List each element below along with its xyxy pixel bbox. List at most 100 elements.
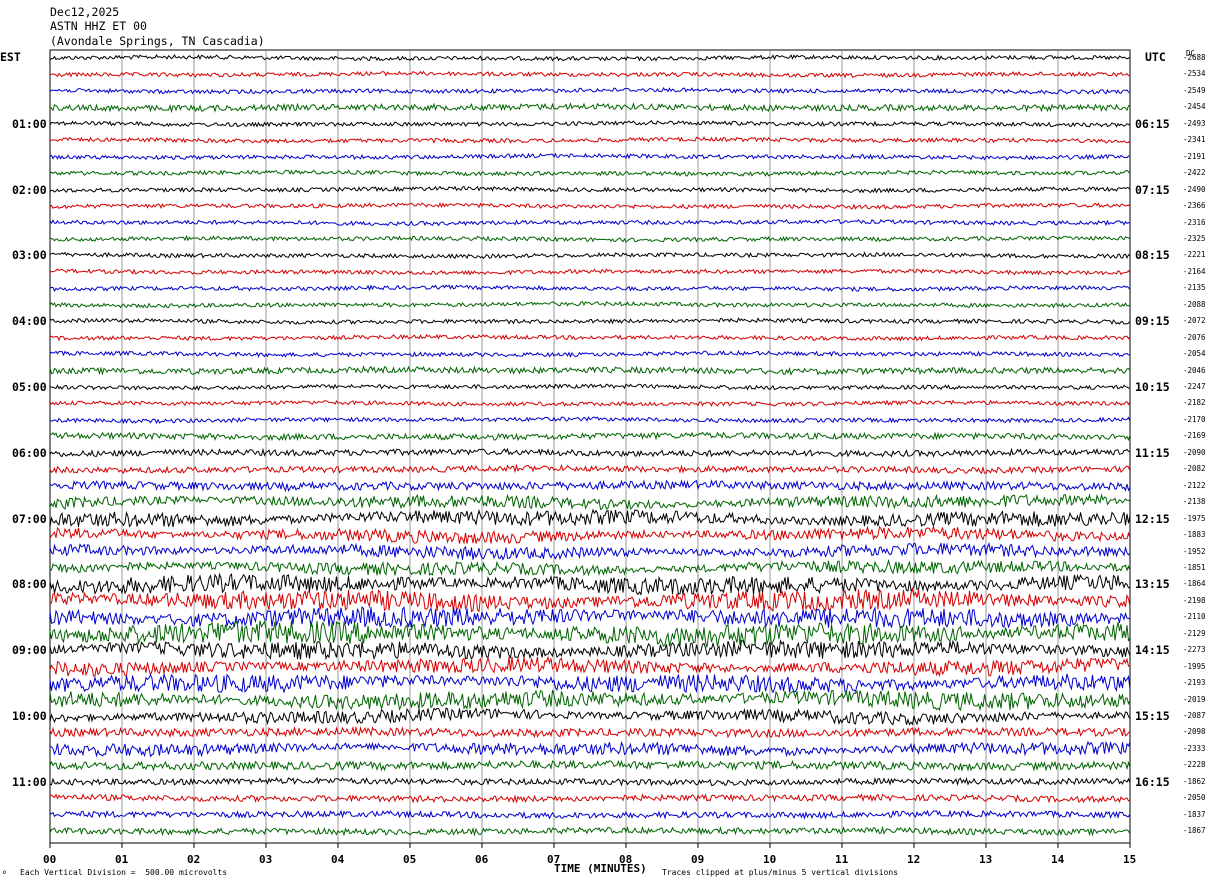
seismic-trace: [49, 120, 1131, 128]
dc-offset-label: -2549: [1183, 85, 1206, 95]
dc-offset-label: -2072: [1183, 316, 1206, 326]
right-time-label: 13:15: [1135, 577, 1170, 592]
dc-offset-label: -2076: [1183, 332, 1206, 342]
footer-mark: ⌕: [2, 868, 7, 877]
dc-offset-label: -2019: [1183, 694, 1206, 704]
seismic-trace: [49, 152, 1131, 161]
seismic-trace: [49, 383, 1131, 392]
x-tick-label: 09: [691, 853, 705, 866]
x-tick-label: 00: [43, 853, 57, 866]
left-time-label: 02:00: [12, 182, 47, 197]
right-time-label: 06:15: [1135, 116, 1170, 131]
footer-clip-note: Traces clipped at plus/minus 5 vertical …: [662, 868, 899, 877]
dc-offset-label: -1862: [1183, 776, 1206, 786]
seismic-trace: [49, 136, 1131, 144]
dc-offset-label: -2088: [1183, 299, 1206, 309]
seismic-trace: [49, 365, 1131, 376]
seismic-trace: [49, 605, 1131, 629]
seismic-trace: [49, 493, 1131, 511]
left-time-label: 03:00: [12, 248, 47, 263]
x-tick-label: 07: [547, 853, 561, 866]
x-tick-label: 06: [475, 853, 489, 866]
dc-offset-label: -2050: [1183, 793, 1206, 803]
dc-offset-label: -2191: [1183, 151, 1206, 161]
dc-offset-label: -1975: [1183, 513, 1206, 523]
seismic-trace: [49, 201, 1131, 210]
dc-offset-label: -1952: [1183, 546, 1206, 556]
seismic-trace: [49, 234, 1131, 243]
dc-offset-label: -1864: [1183, 579, 1206, 589]
seismic-trace: [49, 809, 1131, 820]
dc-offset-label: -2490: [1183, 184, 1206, 194]
dc-offset-label: -2046: [1183, 365, 1206, 375]
right-time-label: 12:15: [1135, 511, 1170, 526]
seismic-trace: [49, 333, 1131, 342]
dc-offset-label: -2164: [1183, 266, 1206, 276]
dc-offset-label: -2422: [1183, 168, 1206, 178]
dc-offset-label: -1883: [1183, 530, 1206, 540]
right-time-label: 09:15: [1135, 314, 1170, 329]
left-time-label: 10:00: [12, 709, 47, 723]
seismic-trace: [49, 218, 1131, 227]
seismic-trace: [49, 54, 1131, 62]
plot-date: Dec12,2025: [50, 5, 120, 19]
seismic-trace: [49, 655, 1131, 678]
dc-offset-label: -2325: [1183, 233, 1206, 243]
seismic-trace: [49, 284, 1131, 293]
right-time-label: 14:15: [1135, 643, 1170, 658]
dc-offset-label: -2534: [1183, 69, 1206, 79]
left-time-label: 08:00: [12, 577, 47, 592]
dc-offset-label: -2135: [1183, 283, 1206, 293]
seismic-trace: [49, 399, 1131, 407]
x-tick-label: 11: [835, 853, 849, 866]
dc-offset-label: -2169: [1183, 431, 1206, 441]
dc-offset-label: -2110: [1183, 612, 1206, 622]
dc-offset-label: -2341: [1183, 135, 1206, 145]
seismic-trace: [49, 169, 1131, 177]
seismic-trace: [49, 672, 1131, 694]
dc-offset-label: -2122: [1183, 480, 1206, 490]
seismic-trace: [49, 185, 1131, 194]
seismic-trace: [49, 524, 1131, 545]
dc-offset-label: -2082: [1183, 464, 1206, 474]
x-tick-label: 12: [907, 853, 921, 866]
dc-offset-label: -2129: [1183, 628, 1206, 638]
dc-offset-label: -1995: [1183, 661, 1206, 671]
dc-offset-label: -2247: [1183, 382, 1206, 391]
x-tick-label: 08: [619, 853, 633, 866]
seismic-trace: [49, 793, 1131, 804]
right-time-label: 10:15: [1135, 380, 1170, 394]
x-tick-label: 14: [1051, 853, 1065, 866]
seismic-trace: [49, 431, 1131, 442]
dc-offset-label: -2316: [1183, 217, 1206, 227]
seismic-trace: [49, 706, 1131, 726]
dc-offset-label: -1867: [1183, 826, 1206, 836]
seismic-trace: [49, 587, 1131, 613]
dc-offset-label: -2454: [1183, 102, 1206, 112]
seismic-trace: [49, 479, 1131, 493]
seismic-trace: [49, 689, 1131, 712]
left-time-label: 07:00: [12, 511, 47, 526]
left-time-label: 04:00: [12, 314, 47, 329]
footer-scale: Each Vertical Division = 500.00 microvol…: [20, 868, 228, 877]
dc-offset-label: -2221: [1183, 250, 1206, 260]
x-tick-label: 02: [187, 853, 201, 866]
seismic-trace: [49, 619, 1131, 648]
dc-offset-label: -2193: [1183, 678, 1206, 688]
seismic-trace: [49, 102, 1131, 114]
dc-offset-label: -2333: [1183, 743, 1206, 753]
dc-offset-label: -1837: [1183, 809, 1206, 819]
right-time-label: 08:15: [1135, 248, 1170, 263]
x-tick-label: 01: [115, 853, 129, 866]
plot-station: ASTN HHZ ET 00: [50, 19, 147, 33]
seismic-trace: [49, 740, 1131, 758]
dc-offset-label: -2198: [1183, 595, 1206, 605]
seismic-trace: [49, 415, 1131, 425]
dc-offset-label: -2182: [1183, 398, 1206, 408]
seismic-trace: [49, 300, 1131, 309]
left-timezone-label: EST: [0, 50, 21, 64]
seismic-trace: [49, 639, 1131, 661]
right-time-label: 16:15: [1135, 774, 1170, 789]
dc-offset-label: -2098: [1183, 727, 1206, 737]
